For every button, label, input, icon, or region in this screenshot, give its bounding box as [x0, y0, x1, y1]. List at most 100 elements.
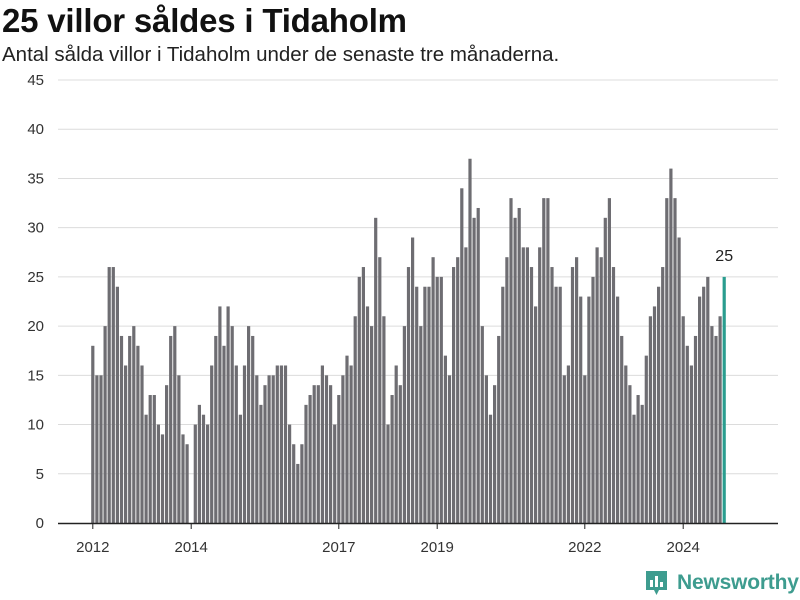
bar — [320, 365, 324, 523]
bar — [386, 424, 390, 523]
bar — [148, 395, 152, 523]
x-tick-label: 2012 — [76, 539, 109, 556]
bar — [370, 326, 374, 523]
bar — [333, 424, 337, 523]
bar — [353, 316, 357, 523]
bar — [472, 217, 476, 524]
x-tick-label: 2019 — [421, 539, 454, 556]
bar — [435, 276, 439, 523]
bar — [128, 335, 132, 523]
y-tick-label: 0 — [36, 515, 44, 532]
bar — [197, 404, 201, 523]
y-tick-label: 15 — [27, 367, 44, 384]
bar — [673, 198, 677, 523]
bar — [480, 326, 484, 523]
bar — [501, 286, 505, 523]
bar — [661, 267, 665, 523]
bar — [542, 198, 546, 523]
bar — [493, 385, 497, 523]
bar — [681, 316, 685, 523]
bar — [169, 335, 173, 523]
bar — [103, 326, 107, 523]
bar — [640, 404, 644, 523]
y-tick-label: 5 — [36, 466, 44, 483]
bar — [587, 296, 591, 523]
bar — [398, 385, 402, 523]
bar — [644, 355, 648, 523]
bar — [439, 276, 443, 523]
y-tick-label: 40 — [27, 121, 44, 138]
bar — [283, 365, 288, 523]
bar — [534, 306, 538, 523]
bar — [595, 247, 599, 523]
bar — [234, 365, 238, 523]
bar — [505, 257, 509, 523]
bar — [616, 296, 620, 523]
bar — [132, 326, 136, 523]
y-tick-label: 20 — [27, 318, 44, 335]
bar — [558, 286, 562, 523]
bar — [374, 217, 378, 524]
bar — [698, 296, 702, 523]
bar — [714, 335, 718, 523]
bar — [160, 434, 165, 523]
bar — [304, 404, 308, 523]
x-tick-label: 2022 — [568, 539, 601, 556]
bar — [702, 286, 706, 523]
bar — [300, 444, 304, 523]
bar — [288, 424, 292, 523]
bar — [140, 365, 144, 523]
bar — [693, 335, 698, 523]
bar — [361, 267, 365, 523]
bar — [242, 365, 247, 523]
bar — [349, 365, 353, 523]
bar — [566, 365, 570, 523]
bar — [185, 444, 189, 523]
bar — [579, 296, 583, 523]
bar — [267, 375, 271, 523]
bar — [706, 276, 710, 523]
bar — [316, 385, 320, 523]
y-tick-label: 30 — [27, 220, 44, 237]
bar — [447, 375, 452, 523]
bar — [677, 237, 681, 523]
brand: Newsworthy — [644, 569, 799, 597]
bar — [218, 306, 222, 523]
bar — [669, 168, 673, 523]
bar — [464, 247, 468, 523]
x-tick-label: 2024 — [667, 539, 700, 556]
bar — [341, 375, 345, 523]
bar — [402, 326, 406, 523]
bar — [685, 345, 689, 523]
bar — [337, 395, 341, 523]
bar — [152, 395, 156, 523]
bar — [468, 158, 472, 523]
bar — [415, 286, 419, 523]
bar — [665, 198, 669, 523]
bar — [529, 267, 534, 523]
bar — [476, 207, 480, 523]
bar — [296, 463, 300, 523]
bar — [521, 247, 525, 523]
bar — [583, 375, 587, 523]
bar — [247, 326, 251, 523]
bar — [107, 267, 111, 523]
bar — [292, 444, 296, 523]
bar — [538, 247, 542, 523]
bar — [279, 365, 283, 523]
bar — [193, 424, 197, 523]
bar — [419, 326, 423, 523]
bar — [657, 286, 661, 523]
bar — [394, 365, 398, 523]
bar — [345, 355, 349, 523]
x-tick-label: 2014 — [175, 539, 208, 556]
bar — [214, 335, 218, 523]
bar — [575, 257, 579, 523]
bar — [210, 365, 214, 523]
bar — [271, 375, 275, 523]
bar — [91, 345, 95, 523]
bar — [238, 414, 242, 523]
bar — [554, 286, 558, 523]
bar — [156, 424, 160, 523]
bar — [525, 247, 529, 523]
